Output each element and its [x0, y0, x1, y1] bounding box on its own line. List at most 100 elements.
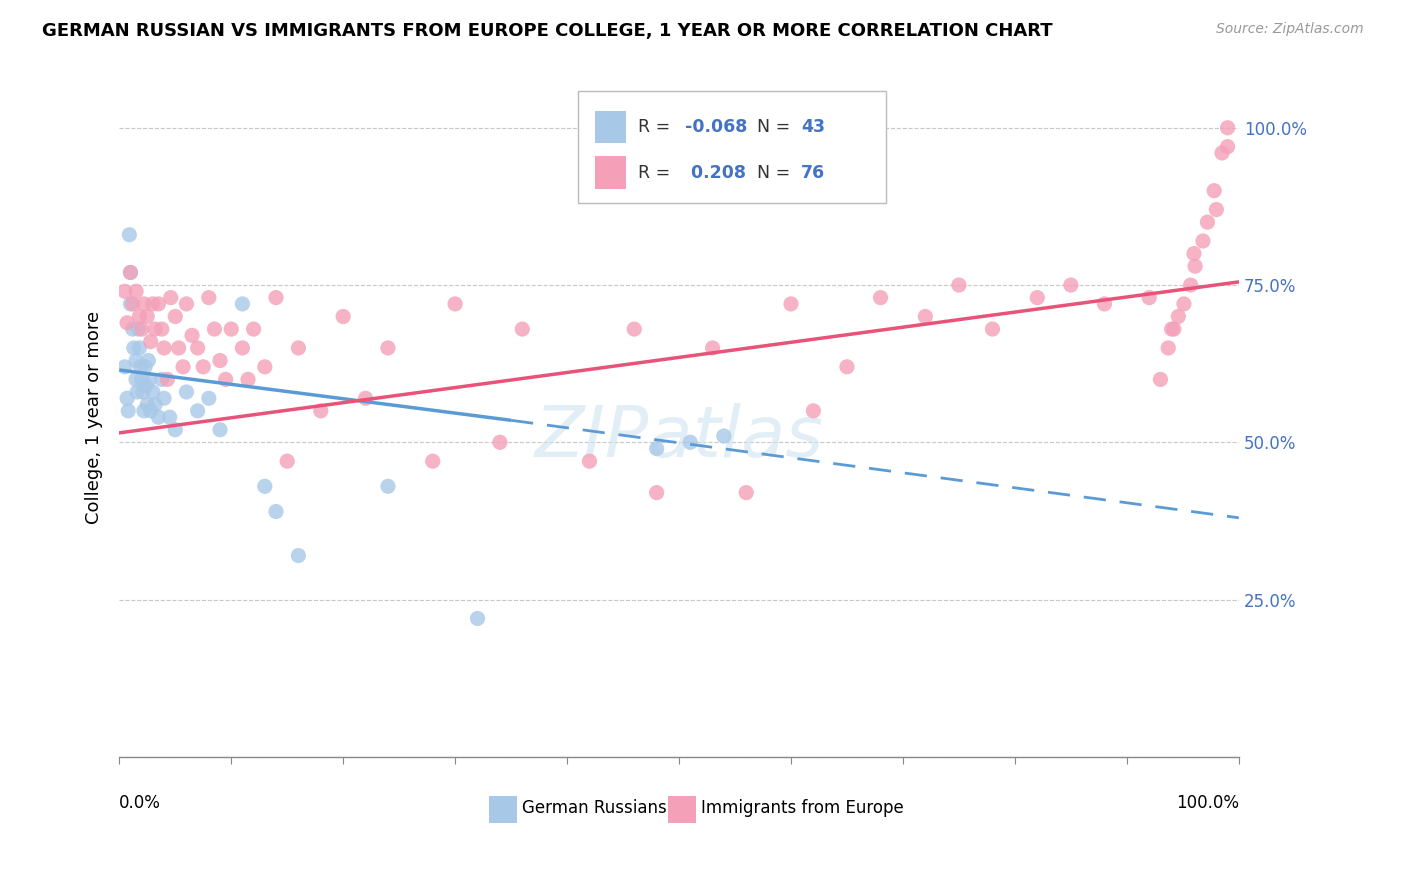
Text: German Russians: German Russians: [522, 799, 666, 817]
Point: [1060, 278, 1083, 293]
Point: [253, 359, 276, 374]
Point: [159, 410, 181, 425]
Point: [1216, 139, 1239, 153]
Point: [1197, 215, 1219, 229]
Point: [645, 442, 668, 456]
Point: [120, 265, 142, 279]
Point: [150, 372, 173, 386]
Point: [115, 391, 138, 405]
Point: [131, 322, 153, 336]
Point: [127, 384, 149, 399]
Point: [115, 316, 138, 330]
Point: [127, 322, 149, 336]
FancyBboxPatch shape: [595, 111, 627, 144]
Point: [165, 423, 187, 437]
Text: ZIPatlas: ZIPatlas: [534, 403, 824, 472]
Text: Source: ZipAtlas.com: Source: ZipAtlas.com: [1216, 22, 1364, 37]
Text: 0.0%: 0.0%: [120, 794, 162, 813]
Text: 76: 76: [801, 163, 825, 182]
FancyBboxPatch shape: [489, 796, 516, 822]
Point: [187, 341, 209, 355]
Point: [129, 359, 152, 374]
Point: [1184, 259, 1206, 273]
Point: [143, 398, 166, 412]
Point: [132, 297, 155, 311]
Point: [159, 291, 181, 305]
Point: [1180, 278, 1202, 293]
Point: [148, 297, 170, 311]
Point: [176, 384, 198, 399]
Point: [120, 265, 142, 279]
Point: [148, 410, 170, 425]
Point: [914, 310, 936, 324]
Point: [134, 359, 156, 374]
Point: [121, 297, 143, 311]
Text: N =: N =: [758, 163, 796, 182]
Point: [679, 435, 702, 450]
Point: [422, 454, 444, 468]
Point: [1182, 246, 1205, 260]
Point: [1137, 291, 1160, 305]
Point: [467, 611, 489, 625]
Point: [510, 322, 533, 336]
Point: [138, 353, 160, 368]
Point: [219, 322, 242, 336]
Point: [1216, 120, 1239, 135]
Text: N =: N =: [758, 118, 796, 136]
Point: [253, 479, 276, 493]
Point: [128, 310, 150, 324]
Point: [309, 404, 332, 418]
Point: [208, 423, 231, 437]
Point: [287, 341, 309, 355]
Point: [208, 353, 231, 368]
Point: [193, 359, 215, 374]
Point: [332, 310, 354, 324]
Point: [117, 404, 139, 418]
Point: [125, 353, 148, 368]
Point: [172, 359, 194, 374]
Point: [198, 391, 221, 405]
Point: [1167, 310, 1189, 324]
Point: [143, 322, 166, 336]
Point: [377, 479, 399, 493]
Point: [156, 372, 179, 386]
Point: [153, 391, 176, 405]
FancyBboxPatch shape: [578, 91, 886, 203]
Point: [125, 372, 148, 386]
Point: [114, 359, 136, 374]
Point: [444, 297, 467, 311]
Point: [136, 310, 159, 324]
Point: [276, 454, 298, 468]
Point: [1204, 184, 1226, 198]
Text: 43: 43: [801, 118, 825, 136]
Point: [114, 285, 136, 299]
Point: [167, 341, 190, 355]
Point: [118, 227, 141, 242]
Point: [122, 341, 145, 355]
Point: [139, 334, 162, 349]
Point: [142, 297, 165, 311]
Point: [1026, 291, 1049, 305]
Point: [735, 485, 758, 500]
Point: [142, 384, 165, 399]
Point: [1160, 322, 1182, 336]
Point: [645, 485, 668, 500]
Point: [1149, 372, 1171, 386]
Point: [135, 378, 157, 392]
Point: [231, 341, 253, 355]
Point: [869, 291, 891, 305]
Point: [139, 404, 162, 418]
Point: [801, 404, 824, 418]
Point: [176, 297, 198, 311]
Point: [713, 429, 735, 443]
Point: [702, 341, 724, 355]
Point: [153, 341, 176, 355]
Point: [835, 359, 858, 374]
Text: R =: R =: [637, 163, 675, 182]
Point: [231, 297, 253, 311]
Point: [204, 322, 226, 336]
Point: [187, 404, 209, 418]
Point: [236, 372, 259, 386]
Text: 0.208: 0.208: [685, 163, 745, 182]
Point: [377, 341, 399, 355]
